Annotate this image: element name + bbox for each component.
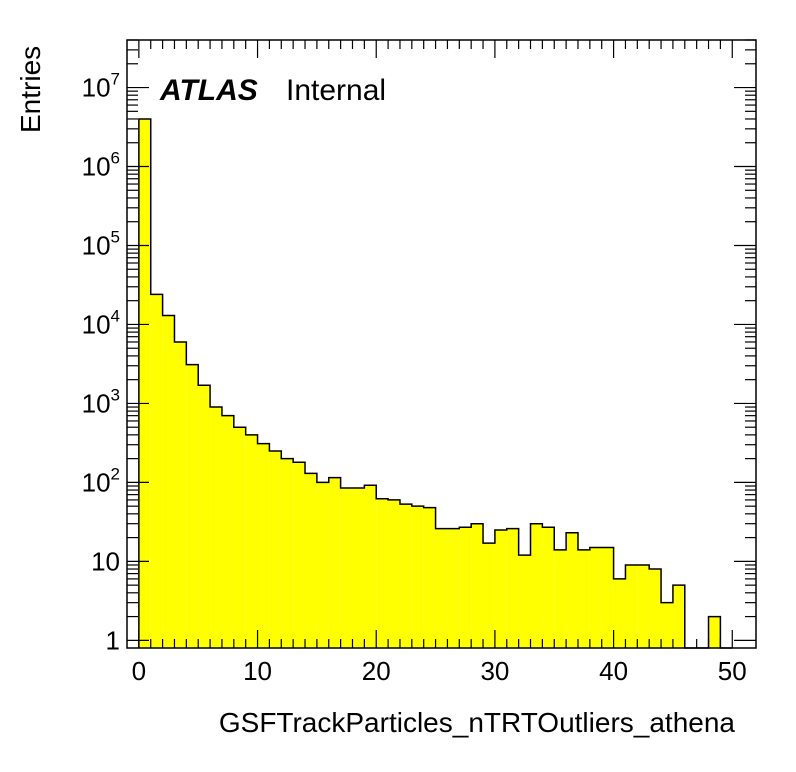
y-tick-label: 105 <box>82 227 120 260</box>
x-tick-label: 20 <box>362 656 391 686</box>
histogram-bin <box>364 485 377 648</box>
histogram-bin <box>174 341 187 648</box>
histogram-bin <box>233 427 246 648</box>
histogram-bin <box>566 532 578 648</box>
histogram-bin <box>459 527 472 648</box>
histogram-bin <box>708 616 721 648</box>
x-tick-label: 40 <box>599 656 628 686</box>
histogram-bin <box>221 415 234 648</box>
histogram-bin <box>447 528 460 648</box>
histogram-bin <box>649 569 662 648</box>
y-tick-label: 1 <box>106 625 120 655</box>
histogram-bin <box>542 527 555 648</box>
x-tick-label: 30 <box>480 656 509 686</box>
histogram-bin <box>494 529 507 648</box>
internal-label: Internal <box>286 74 386 107</box>
histogram-bin <box>352 487 365 648</box>
histogram-bin <box>138 118 151 648</box>
histogram-bin <box>388 499 400 648</box>
histogram-bin <box>150 294 163 648</box>
plot-frame <box>126 39 757 649</box>
x-tick-label: 10 <box>243 656 272 686</box>
histogram-bin <box>328 477 341 648</box>
y-tick-label: 104 <box>82 306 120 339</box>
axis-ticks <box>127 39 756 648</box>
histogram-bin <box>376 498 389 648</box>
histogram-bin <box>471 523 484 648</box>
histogram-bin <box>589 547 602 648</box>
histogram-bars <box>138 118 721 648</box>
x-tick-label: 0 <box>132 656 146 686</box>
y-axis-title: Entries <box>15 46 46 133</box>
histogram-bin <box>661 602 673 648</box>
atlas-label: ATLAS <box>159 74 258 107</box>
histogram-bin <box>281 458 294 648</box>
y-tick-label: 10 <box>91 546 120 576</box>
histogram-bin <box>305 473 317 648</box>
y-tick-label: 103 <box>82 385 120 418</box>
histogram-bin <box>269 450 282 648</box>
histogram-bin <box>210 407 222 648</box>
histogram-bin <box>672 585 685 648</box>
histogram-bin <box>399 504 412 648</box>
histogram-bin <box>637 564 650 648</box>
histogram-bin <box>162 315 175 648</box>
y-tick-label: 107 <box>82 70 120 103</box>
histogram-bin <box>411 506 424 648</box>
histogram-bin <box>613 578 626 648</box>
histogram-bin <box>257 443 270 648</box>
y-tick-labels: 1 10 102 103 104 105 106 107 <box>82 70 120 656</box>
histogram-bin <box>423 507 436 648</box>
histogram-bin <box>435 528 448 648</box>
histogram-bin <box>506 528 519 648</box>
x-axis-title: GSFTrackParticles_nTRTOutliers_athena <box>219 707 736 738</box>
histogram-bin <box>198 385 211 648</box>
histogram-bin <box>245 434 258 648</box>
histogram-bin <box>293 462 306 648</box>
histogram-bin <box>483 543 495 648</box>
histogram-bin <box>518 555 531 648</box>
histogram-bin <box>186 364 199 648</box>
histogram-bin <box>601 547 614 648</box>
histogram-bin <box>530 523 543 648</box>
y-tick-label: 106 <box>82 149 120 182</box>
histogram-outline <box>138 118 733 649</box>
histogram-bin <box>577 549 590 648</box>
histogram-bin <box>625 564 638 648</box>
histogram-bin <box>316 482 329 648</box>
y-tick-label: 102 <box>82 464 120 497</box>
histogram-bin <box>554 549 567 648</box>
x-tick-labels: 0 10 20 30 40 50 <box>132 656 747 686</box>
histogram-bin <box>340 487 353 648</box>
x-tick-label: 50 <box>718 656 747 686</box>
